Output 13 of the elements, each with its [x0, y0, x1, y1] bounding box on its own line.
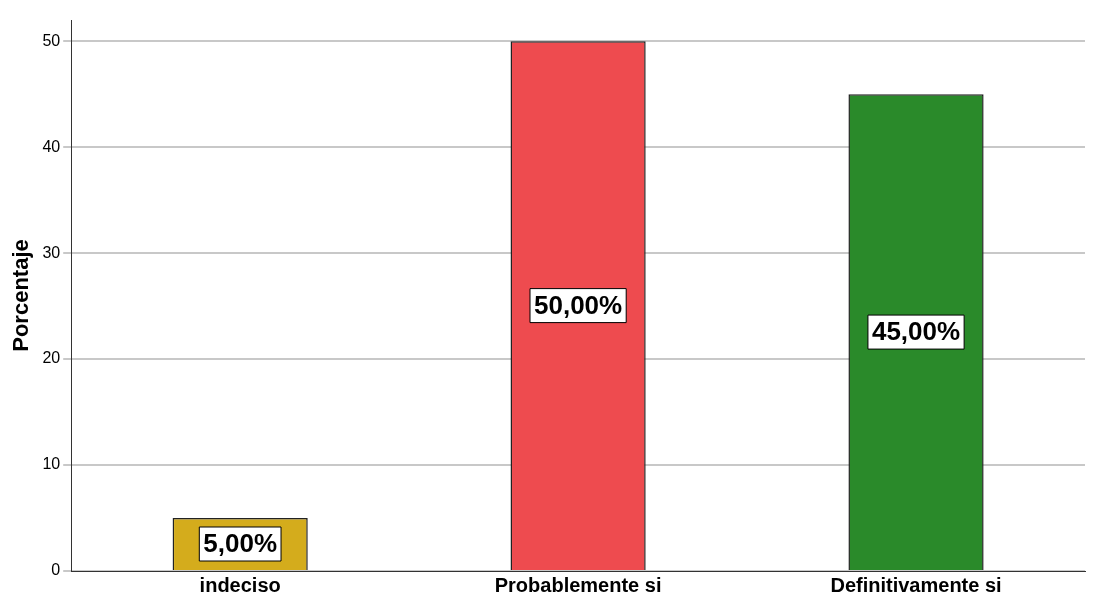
data-label: 5,00% [203, 528, 278, 559]
y-tick-label: 50 [42, 31, 61, 49]
y-tick-label: 30 [42, 243, 61, 261]
x-tick-label: indeciso [199, 573, 281, 596]
y-tick-label: 20 [42, 349, 61, 367]
y-tick-label: 40 [42, 137, 61, 155]
y-axis-title: Porcentaje [8, 239, 34, 352]
x-tick-label: Probablemente si [494, 573, 662, 596]
data-label: 45,00% [871, 316, 961, 347]
data-label: 50,00% [534, 289, 623, 320]
y-tick-label: 10 [42, 455, 61, 473]
x-tick-label: Definitivamente si [830, 573, 1002, 596]
y-tick-label: 0 [51, 561, 61, 579]
